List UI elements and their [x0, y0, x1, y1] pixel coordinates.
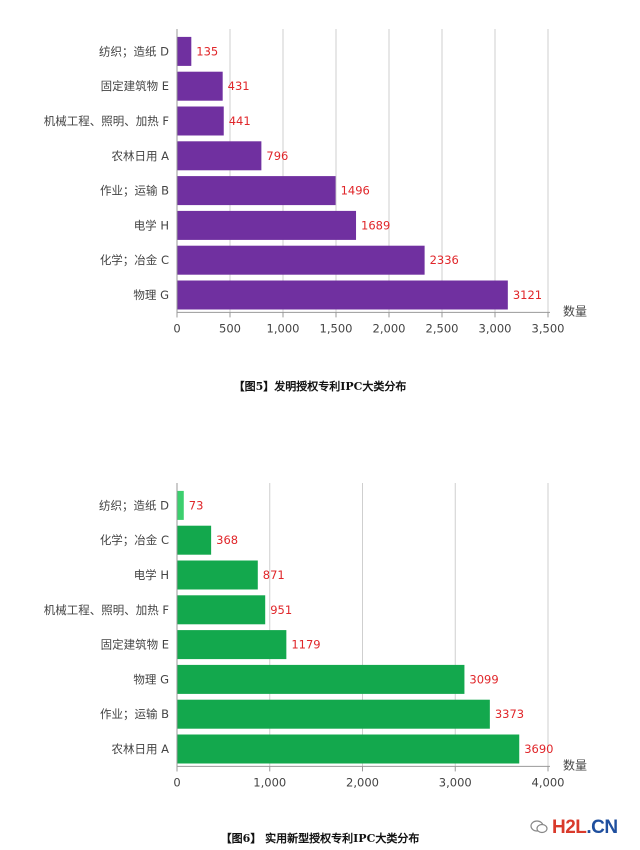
category-label: 电学 H: [134, 568, 169, 582]
bar-8: [177, 734, 520, 764]
category-label: 电学 H: [134, 218, 169, 232]
invention-ipc-bar-chart: 纺织；造纸 D 135 固定建筑物 E 431 机械工程、照明、加热 F 441 农林日用 …: [44, 29, 587, 335]
bar-4: [177, 141, 262, 171]
x-tick-label: 2,000: [346, 775, 379, 789]
watermark-logo: H2L.CN: [552, 817, 618, 838]
bar-4: [177, 595, 266, 625]
value-label: 3373: [495, 707, 524, 721]
x-tick-label: 3,000: [439, 775, 472, 789]
value-label: 441: [229, 114, 251, 128]
bar-2: [177, 525, 212, 555]
value-label: 3121: [513, 288, 542, 302]
category-label: 固定建筑物 E: [101, 79, 169, 93]
category-label: 固定建筑物 E: [101, 638, 169, 652]
category-label: 物理 G: [133, 672, 169, 686]
x-tick-label: 3,000: [479, 321, 512, 335]
category-label: 化学；冶金 C: [100, 253, 169, 267]
bar-1: [177, 36, 192, 66]
x-tick-label: 1,000: [253, 775, 286, 789]
value-label: 1689: [361, 218, 390, 232]
figure-5-caption: 【图5】发明授权专利IPC大类分布: [233, 380, 407, 393]
utility-model-ipc-bar-chart: 纺织；造纸 D 73 化学；冶金 C 368 电学 H 871 机械工程、照明、加热 F 95…: [44, 483, 587, 789]
category-label: 纺织；造纸 D: [99, 498, 169, 512]
bar-6: [177, 664, 465, 694]
bar-5: [177, 176, 336, 206]
value-label: 135: [196, 44, 218, 58]
category-label: 作业；运输 B: [100, 184, 169, 198]
x-tick-label: 2,500: [426, 321, 459, 335]
x-tick-label: 500: [219, 321, 241, 335]
bar-3: [177, 560, 258, 590]
x-tick-label: 1,000: [267, 321, 300, 335]
site-watermark: H2L.CN: [530, 814, 635, 842]
x-tick-label: 2,000: [373, 321, 406, 335]
value-label: 3690: [524, 742, 553, 756]
x-tick-label: 4,000: [532, 775, 565, 789]
value-label: 368: [216, 533, 238, 547]
bar-1: [177, 490, 184, 520]
bar-6: [177, 210, 357, 240]
category-label: 农林日用 A: [111, 742, 169, 756]
x-tick-label: 0: [173, 321, 180, 335]
bar-3: [177, 106, 224, 136]
x-axis-label: 数量: [563, 757, 587, 772]
value-label: 73: [189, 498, 204, 512]
bar-7: [177, 245, 425, 275]
value-label: 951: [270, 603, 292, 617]
x-tick-label: 1,500: [320, 321, 353, 335]
category-label: 机械工程、照明、加热 F: [44, 114, 169, 128]
category-label: 化学；冶金 C: [100, 533, 169, 547]
bar-5: [177, 630, 287, 660]
value-label: 796: [266, 149, 288, 163]
category-label: 纺织；造纸 D: [99, 44, 169, 58]
category-label: 农林日用 A: [111, 149, 169, 163]
bar-2: [177, 71, 223, 101]
value-label: 3099: [469, 672, 498, 686]
category-label: 作业；运输 B: [100, 707, 169, 721]
value-label: 1496: [341, 184, 370, 198]
value-label: 871: [263, 568, 285, 582]
x-tick-label: 3,500: [532, 321, 565, 335]
x-axis-label: 数量: [563, 303, 587, 318]
bar-8: [177, 280, 508, 310]
category-label: 机械工程、照明、加热 F: [44, 603, 169, 617]
category-label: 物理 G: [133, 288, 169, 302]
value-label: 2336: [430, 253, 459, 267]
value-label: 431: [228, 79, 250, 93]
x-tick-label: 0: [173, 775, 180, 789]
figure-6-caption: 【图6】 实用新型授权专利IPC大类分布: [220, 832, 420, 845]
bar-7: [177, 699, 490, 729]
wechat-icon: [530, 820, 548, 834]
value-label: 1179: [291, 638, 320, 652]
